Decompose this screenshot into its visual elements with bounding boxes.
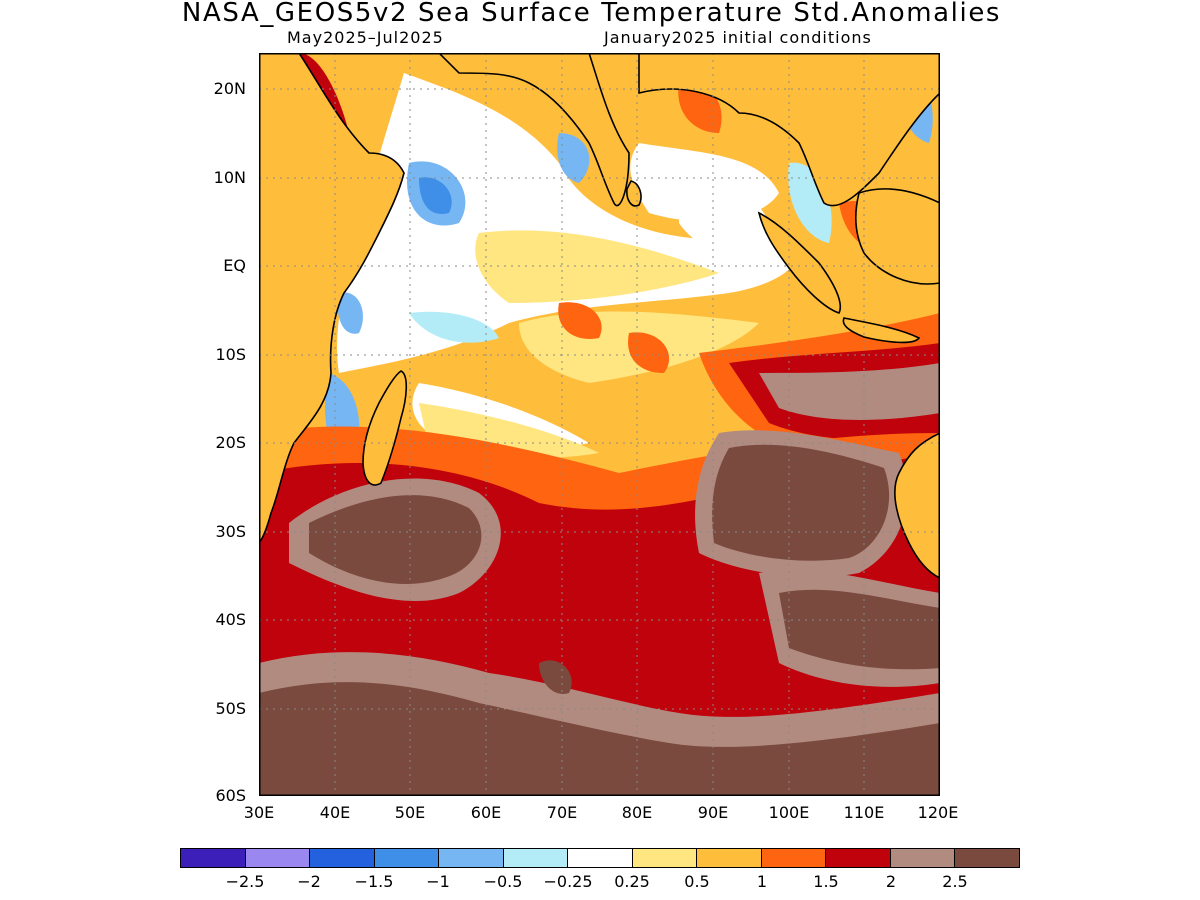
colorbar-swatch bbox=[697, 849, 762, 867]
lon-label-80e: 80E bbox=[621, 803, 653, 822]
java-land bbox=[842, 317, 921, 344]
map-title: NASA_GEOS5v2 Sea Surface Temperature Std… bbox=[181, 0, 1002, 28]
lon-label-90e: 90E bbox=[697, 803, 729, 822]
lon-label-70e: 70E bbox=[546, 803, 578, 822]
land-masses bbox=[259, 53, 940, 579]
graticule bbox=[259, 53, 940, 796]
india-land bbox=[437, 53, 630, 207]
colorbar-swatch bbox=[955, 849, 1019, 867]
lat-label-40s: 40S bbox=[215, 610, 246, 629]
sumatra-land bbox=[757, 211, 841, 314]
colorbar-swatch bbox=[568, 849, 633, 867]
lat-label-10n: 10N bbox=[213, 168, 246, 187]
lat-label-50s: 50S bbox=[215, 699, 246, 718]
colorbar-swatch bbox=[632, 849, 698, 867]
southeast-asia-land bbox=[638, 53, 940, 207]
colorbar-label: 0.25 bbox=[614, 872, 650, 891]
lon-label-50e: 50E bbox=[394, 803, 426, 822]
borneo-land bbox=[854, 188, 940, 285]
colorbar-swatch bbox=[245, 849, 311, 867]
colorbar-swatch bbox=[826, 849, 891, 867]
lon-label-110e: 110E bbox=[843, 803, 885, 822]
madagascar-land bbox=[362, 370, 408, 486]
lat-label-10s: 10S bbox=[215, 345, 246, 364]
forecast-period: May2025–Jul2025 bbox=[287, 28, 444, 47]
lon-label-40e: 40E bbox=[319, 803, 351, 822]
colorbar-label: 1.5 bbox=[813, 872, 839, 891]
colorbar-swatch bbox=[374, 849, 440, 867]
lat-label-20s: 20S bbox=[215, 433, 246, 452]
lon-label-60e: 60E bbox=[470, 803, 502, 822]
colorbar-label: 0.5 bbox=[684, 872, 710, 891]
colorbar-label: −1.5 bbox=[354, 872, 394, 891]
colorbar-label: −2.5 bbox=[225, 872, 265, 891]
colorbar bbox=[180, 848, 1020, 868]
lat-label-30s: 30S bbox=[215, 522, 246, 541]
colorbar-label: 1 bbox=[756, 872, 768, 891]
lat-label-20n: 20N bbox=[213, 79, 246, 98]
lat-label-eq: EQ bbox=[223, 256, 246, 275]
colorbar-label: −2 bbox=[297, 872, 321, 891]
map-border bbox=[259, 53, 940, 796]
colorbar-label: −1 bbox=[426, 872, 450, 891]
colorbar-label: 2 bbox=[885, 872, 897, 891]
colorbar-swatch bbox=[439, 849, 504, 867]
colorbar-swatch bbox=[181, 849, 246, 867]
lat-label-60s: 60S bbox=[215, 786, 246, 805]
australia-land bbox=[894, 432, 940, 579]
colorbar-label: −0.5 bbox=[483, 872, 523, 891]
africa-land bbox=[259, 53, 405, 545]
lon-label-30e: 30E bbox=[243, 803, 275, 822]
colorbar-swatch bbox=[310, 849, 375, 867]
sst-anomaly-map bbox=[259, 53, 940, 796]
lon-label-100e: 100E bbox=[768, 803, 810, 822]
colorbar-label: −0.25 bbox=[543, 872, 593, 891]
initial-conditions: January2025 initial conditions bbox=[604, 28, 872, 47]
lon-label-120e: 120E bbox=[917, 803, 959, 822]
anomaly-strong-warm-patches bbox=[259, 430, 940, 796]
colorbar-label: 2.5 bbox=[942, 872, 968, 891]
colorbar-swatch bbox=[761, 849, 827, 867]
colorbar-swatch bbox=[503, 849, 569, 867]
colorbar-swatch bbox=[890, 849, 956, 867]
